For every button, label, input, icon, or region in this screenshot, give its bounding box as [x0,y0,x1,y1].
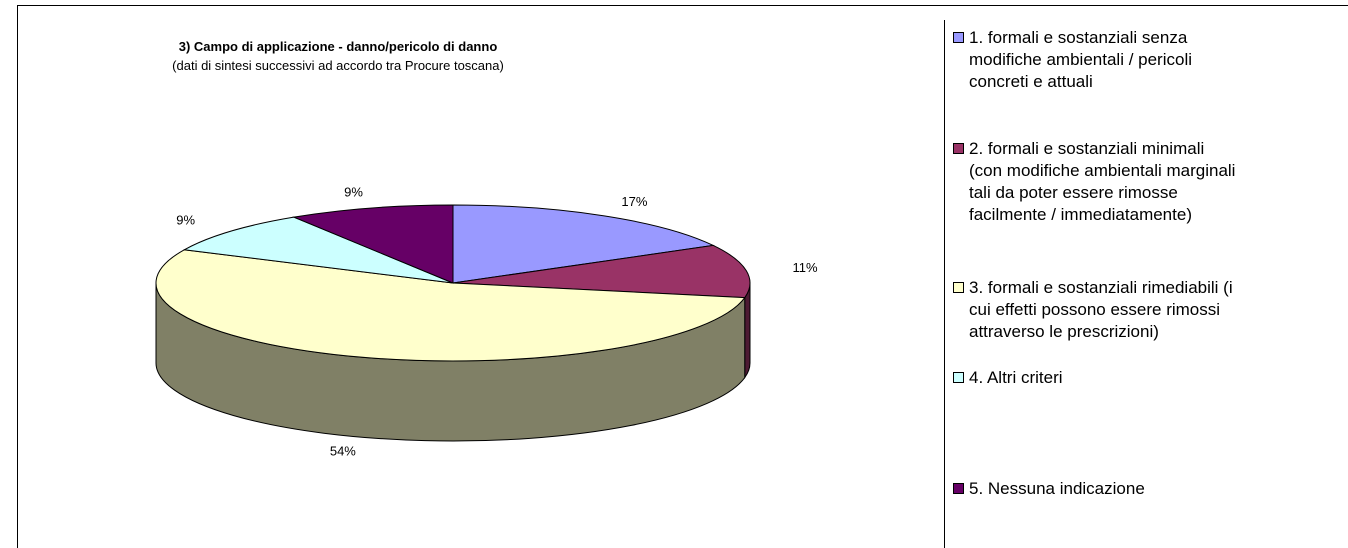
legend-item: 5. Nessuna indicazione [953,478,1348,500]
legend-swatch [953,483,964,494]
data-label: 9% [176,213,195,228]
pie-slice [452,244,751,299]
legend-swatch [953,282,964,293]
legend-swatch [953,32,964,43]
legend-label: 2. formali e sostanziali minimali (con m… [969,139,1236,224]
chart-title: 3) Campo di applicazione - danno/pericol… [179,39,498,54]
chart-border [17,5,1348,6]
data-label: 17% [621,194,647,209]
legend-item: 3. formali e sostanziali rimediabili (i … [953,277,1348,343]
legend-swatch [953,372,964,383]
legend-item: 2. formali e sostanziali minimali (con m… [953,138,1348,226]
pie-slice [452,204,715,284]
data-label: 9% [344,185,363,200]
legend-label: 4. Altri criteri [969,368,1063,387]
data-label: 54% [330,443,356,458]
legend-label: 1. formali e sostanziali senza modifiche… [969,28,1192,91]
legend-item: 1. formali e sostanziali senza modifiche… [953,27,1348,93]
legend-label: 5. Nessuna indicazione [969,479,1145,498]
legend-swatch [953,143,964,154]
pie-slice [182,216,454,284]
legend-border [944,20,945,548]
pie-tops [155,204,751,362]
data-label: 11% [792,260,817,275]
chart-subtitle: (dati di sintesi successivi ad accordo t… [172,58,504,73]
plot: 3) Campo di applicazione - danno/pericol… [155,39,818,458]
legend-item: 4. Altri criteri [953,367,1348,389]
chart-border [17,5,18,548]
pie-slice [292,204,454,284]
legend-label: 3. formali e sostanziali rimediabili (i … [969,278,1233,341]
pie-slice [155,249,746,362]
